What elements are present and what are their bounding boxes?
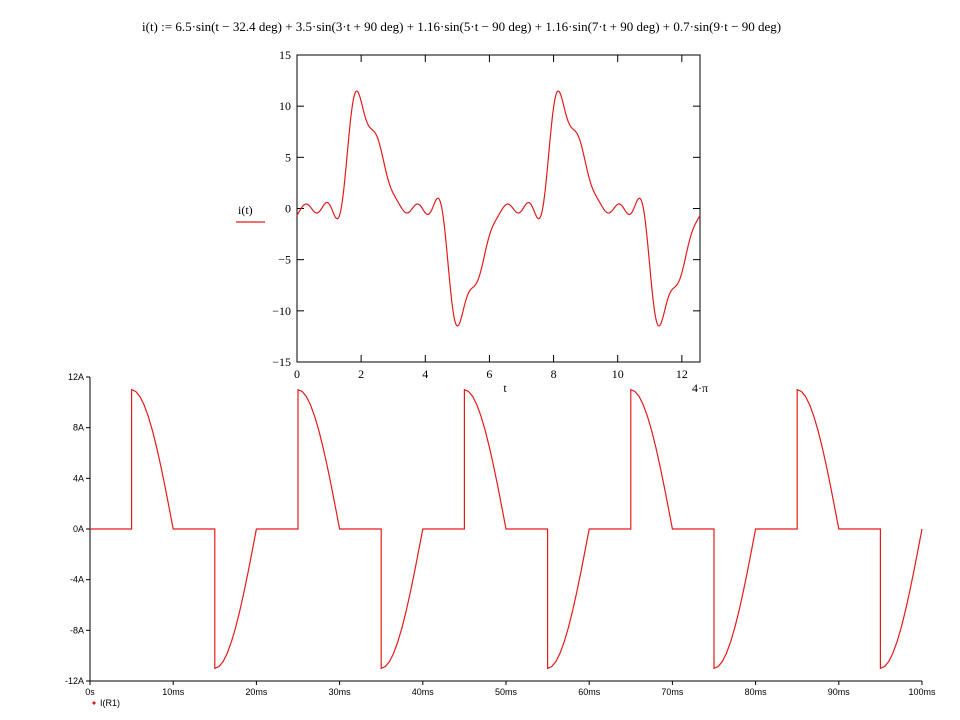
top-y-tick-label: −10 bbox=[272, 304, 291, 318]
bottom-x-tick-label: 70ms bbox=[661, 687, 684, 697]
top-y-tick-label: −15 bbox=[272, 355, 291, 369]
top-series-line bbox=[296, 90, 701, 327]
top-y-axis-label: i(t) bbox=[238, 203, 253, 217]
top-x-end-label: 4·π bbox=[692, 381, 708, 395]
bottom-x-tick-label: 100ms bbox=[908, 687, 936, 697]
bottom-x-tick-label: 30ms bbox=[329, 687, 352, 697]
bottom-x-tick-label: 0s bbox=[85, 687, 95, 697]
bottom-x-tick-label: 20ms bbox=[245, 687, 268, 697]
top-x-tick-label: 6 bbox=[486, 367, 492, 381]
bottom-x-tick-label: 50ms bbox=[495, 687, 518, 697]
bottom-y-tick-label: -8A bbox=[70, 625, 84, 635]
bottom-axis-ticks bbox=[86, 376, 923, 685]
fourier-plot: 0 2 4 6 8 10 12 15 10 5 0 −5 −10 −15 t 4·π i(t) bbox=[236, 48, 708, 395]
top-y-tick-label: 0 bbox=[285, 202, 291, 216]
top-x-tick-label: 2 bbox=[358, 367, 364, 381]
top-y-tick-labels: 15 10 5 0 −5 −10 −15 bbox=[272, 48, 291, 369]
top-axis-ticks bbox=[296, 54, 700, 363]
pspice-plot: 0s 10ms 20ms 30ms 40ms 50ms 60ms 70ms 80ms 90ms 10… bbox=[65, 372, 936, 708]
top-y-tick-label: 15 bbox=[279, 48, 291, 62]
bottom-y-tick-label: 4A bbox=[73, 473, 84, 483]
bottom-legend-label: I(R1) bbox=[100, 698, 120, 708]
bottom-x-tick-label: 60ms bbox=[578, 687, 601, 697]
bottom-y-tick-label: 8A bbox=[73, 423, 84, 433]
top-y-tick-label: 10 bbox=[279, 99, 291, 113]
top-x-tick-label: 4 bbox=[422, 367, 428, 381]
top-y-tick-label: −5 bbox=[278, 253, 291, 267]
bottom-x-tick-label: 40ms bbox=[412, 687, 435, 697]
bottom-x-tick-label: 10ms bbox=[162, 687, 185, 697]
bottom-y-tick-label: -12A bbox=[65, 676, 84, 686]
bottom-x-tick-label: 80ms bbox=[745, 687, 768, 697]
bottom-x-tick-labels: 0s 10ms 20ms 30ms 40ms 50ms 60ms 70ms 80ms 90ms 10… bbox=[85, 687, 936, 697]
top-x-tick-label: 8 bbox=[551, 367, 557, 381]
chart-title: i(t) := 6.5·sin(t − 32.4 deg) + 3.5·sin(… bbox=[142, 19, 781, 34]
bottom-x-tick-label: 90ms bbox=[828, 687, 851, 697]
bottom-y-tick-label: 0A bbox=[73, 524, 84, 534]
top-y-tick-label: 5 bbox=[285, 150, 291, 164]
top-x-tick-label: 0 bbox=[294, 367, 300, 381]
bottom-y-tick-labels: 12A 8A 4A 0A -4A -8A -12A bbox=[65, 372, 84, 686]
top-x-axis-label: t bbox=[503, 381, 507, 395]
bottom-y-tick-label: 12A bbox=[68, 372, 84, 382]
legend-diamond-icon bbox=[92, 701, 96, 705]
top-x-tick-labels: 0 2 4 6 8 10 12 bbox=[294, 367, 688, 381]
bottom-y-tick-label: -4A bbox=[70, 575, 84, 585]
top-x-tick-label: 10 bbox=[612, 367, 624, 381]
top-plot-frame bbox=[296, 54, 701, 363]
bottom-series-line bbox=[90, 388, 923, 670]
top-x-tick-label: 12 bbox=[676, 367, 688, 381]
